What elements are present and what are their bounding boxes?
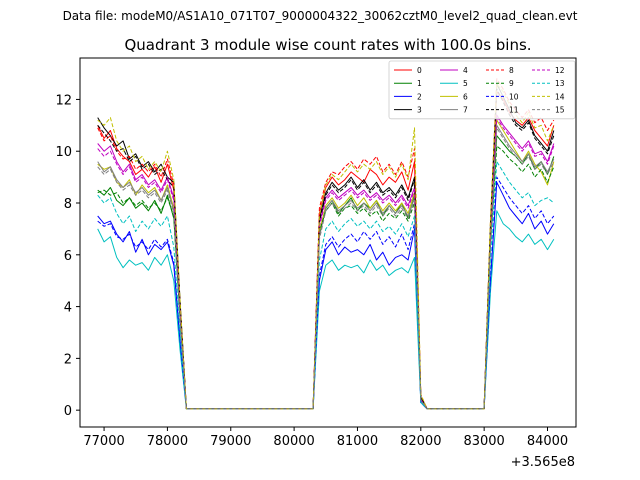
legend-label-3: 3 xyxy=(417,106,422,115)
x-offset-label: +3.565e8 xyxy=(511,455,575,470)
legend-label-1: 1 xyxy=(417,79,422,88)
x-tick-label-79000: 79000 xyxy=(210,434,251,449)
series-line-15 xyxy=(97,127,555,410)
series-line-14 xyxy=(97,83,555,410)
plot-area: 77000 78000 79000 80000 81000 82000 83000 84000… xyxy=(55,57,577,449)
x-tick-label-81000: 81000 xyxy=(337,434,378,449)
legend-label-14: 14 xyxy=(555,92,565,101)
legend-label-5: 5 xyxy=(463,79,468,88)
x-tick-label-78000: 78000 xyxy=(147,434,188,449)
y-tick-label-0: 0 xyxy=(64,404,72,419)
legend-label-15: 15 xyxy=(555,106,565,115)
legend-label-8: 8 xyxy=(509,66,514,75)
legend-label-6: 6 xyxy=(463,92,468,101)
legend-frame xyxy=(388,60,576,120)
x-tick-label-82000: 82000 xyxy=(400,434,441,449)
y-axis: 0 2 4 6 8 10 12 xyxy=(55,93,80,419)
y-tick-label-10: 10 xyxy=(55,145,72,160)
legend-label-0: 0 xyxy=(417,66,422,75)
x-tick-label-84000: 84000 xyxy=(527,434,568,449)
series-layer xyxy=(97,78,555,410)
chart-title: Quadrant 3 module wise count rates with … xyxy=(124,36,531,54)
y-tick-label-8: 8 xyxy=(64,197,72,212)
legend-label-2: 2 xyxy=(417,92,422,101)
x-axis: 77000 78000 79000 80000 81000 82000 83000 84000 xyxy=(83,427,568,449)
axes-frame xyxy=(79,57,577,428)
suptitle: Data file: modeM0/AS1A10_071T07_90000043… xyxy=(63,9,578,23)
x-tick-label-83000: 83000 xyxy=(463,434,504,449)
y-tick-label-4: 4 xyxy=(64,301,72,316)
legend-label-7: 7 xyxy=(463,106,468,115)
series-line-9 xyxy=(97,145,555,410)
legend-label-12: 12 xyxy=(555,66,565,75)
y-tick-label-6: 6 xyxy=(64,249,72,264)
x-tick-label-77000: 77000 xyxy=(83,434,124,449)
legend-label-11: 11 xyxy=(509,106,519,115)
legend-label-10: 10 xyxy=(509,92,519,101)
legend-label-13: 13 xyxy=(555,79,565,88)
x-tick-label-80000: 80000 xyxy=(273,434,314,449)
legend-label-9: 9 xyxy=(509,79,514,88)
y-tick-label-12: 12 xyxy=(55,93,72,108)
y-tick-label-2: 2 xyxy=(64,352,72,367)
legend-label-4: 4 xyxy=(463,66,468,75)
